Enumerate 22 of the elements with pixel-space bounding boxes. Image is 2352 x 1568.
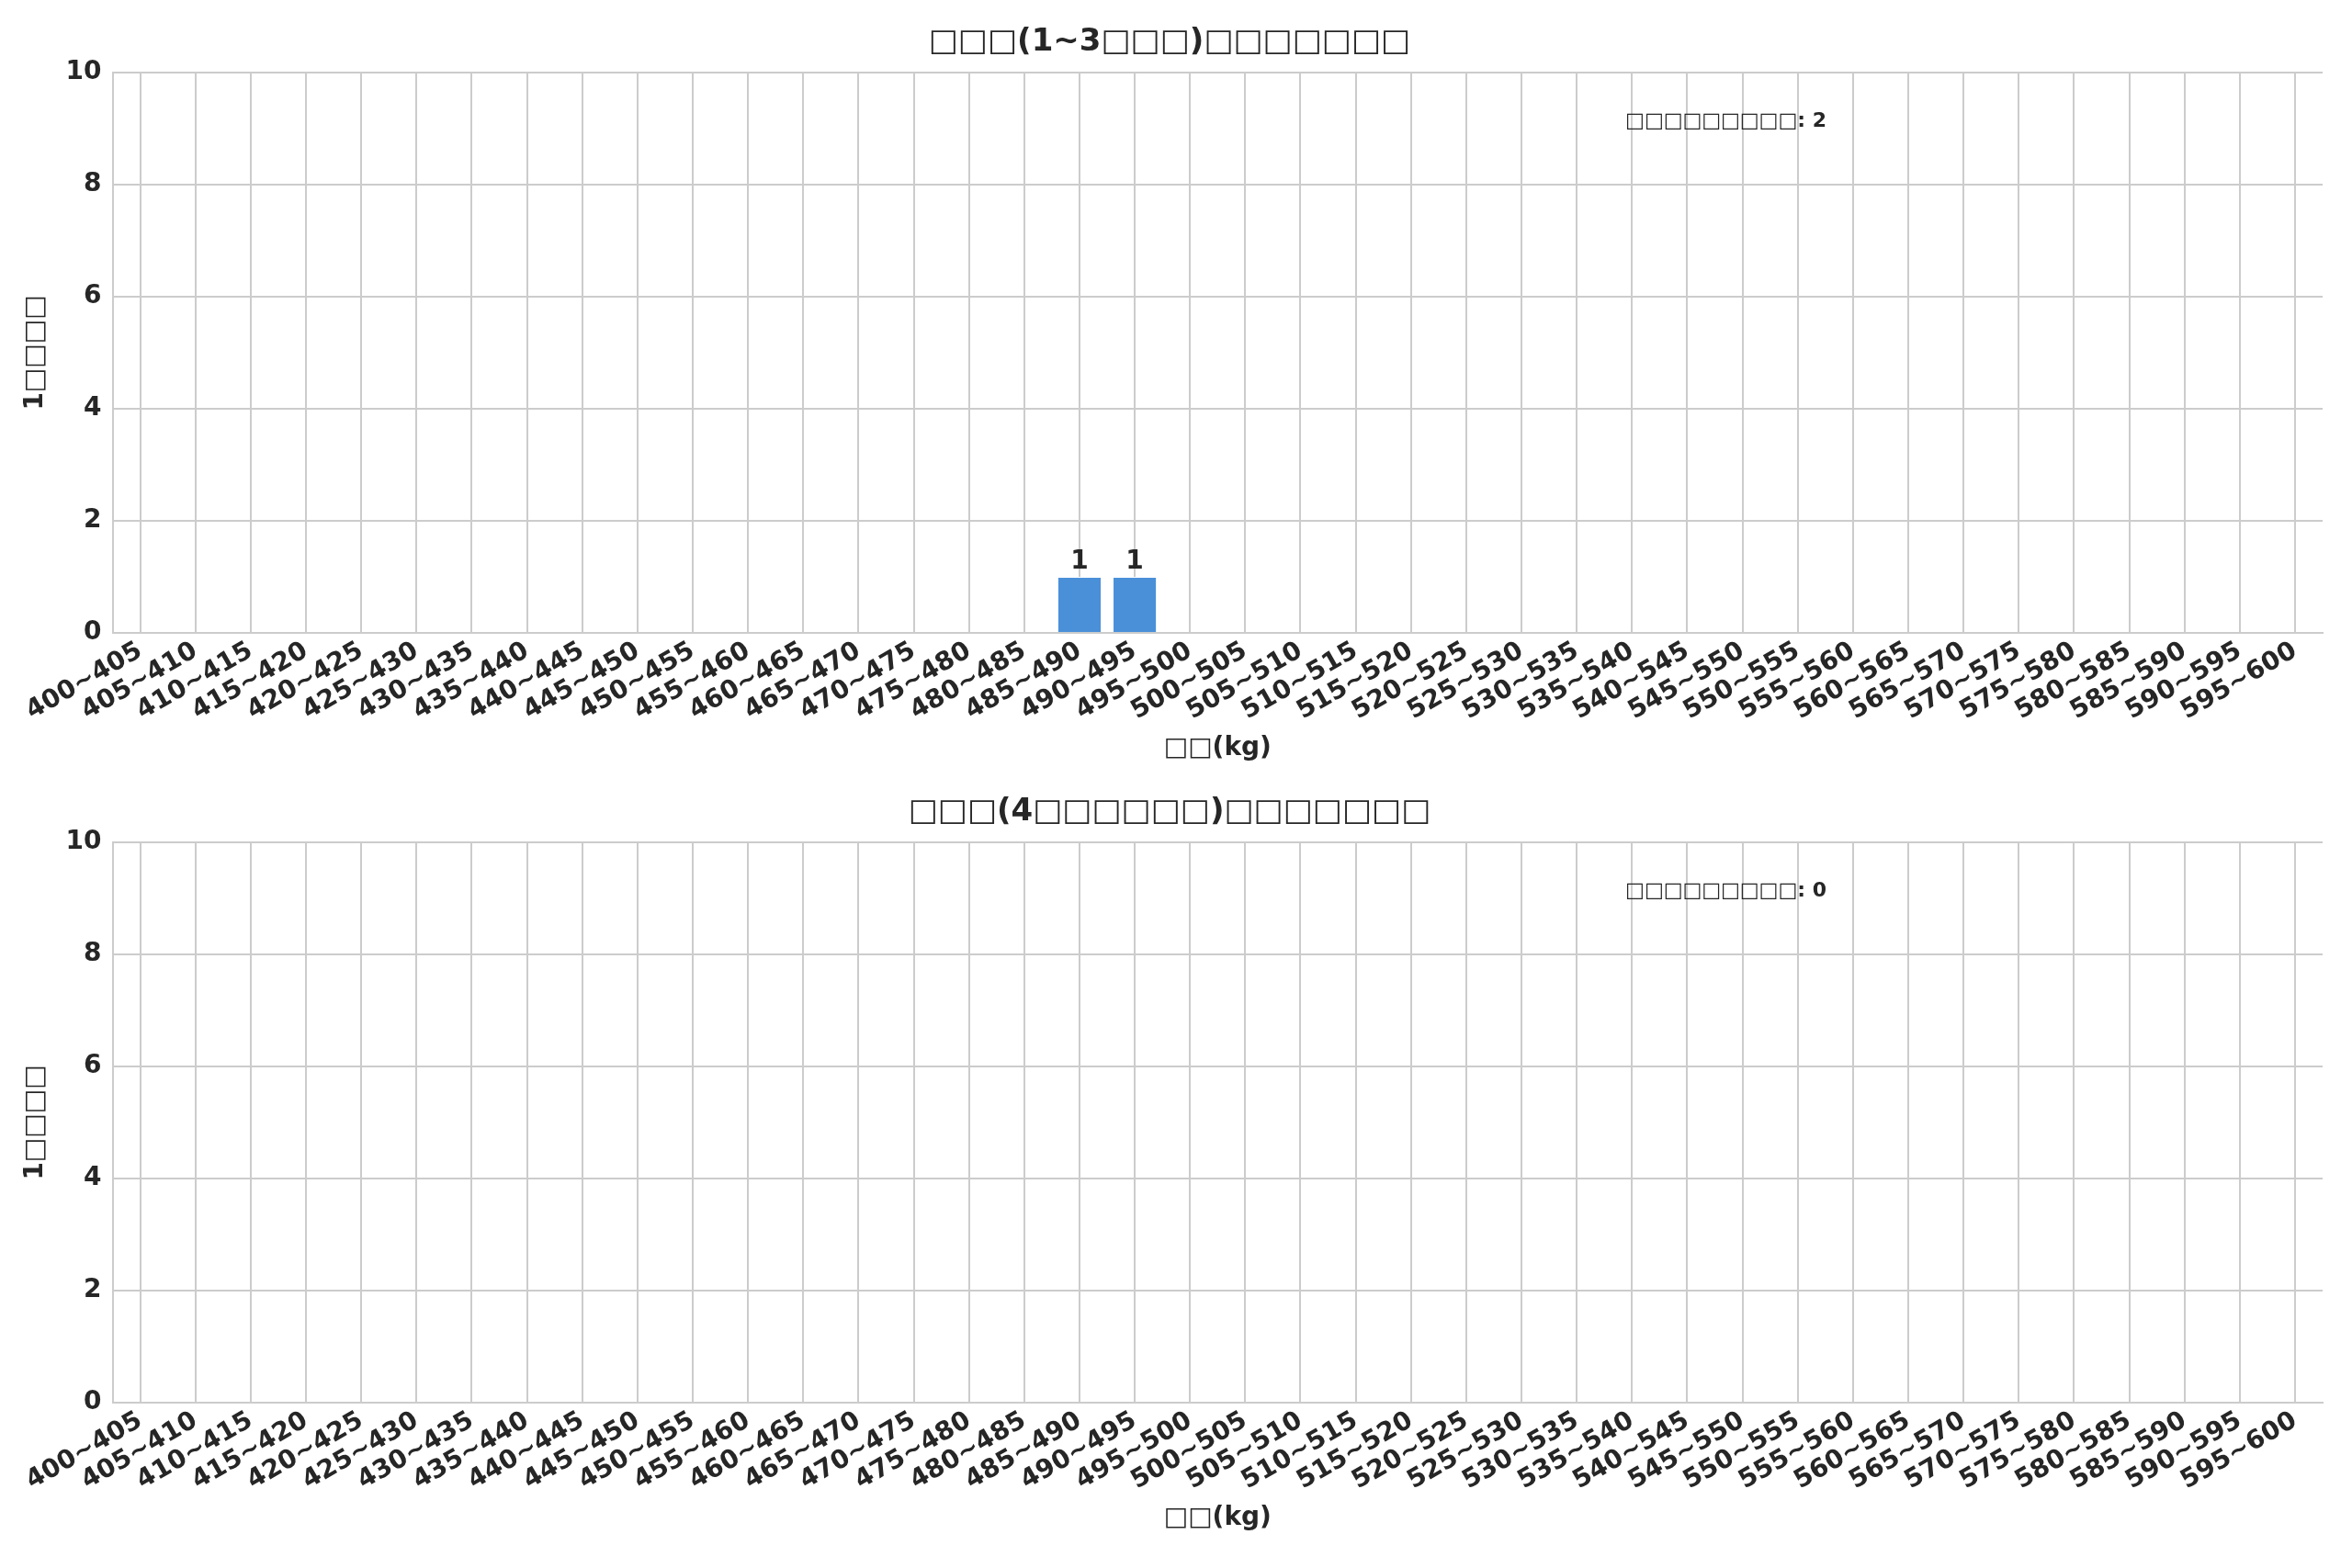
y-tick-label: 2	[84, 1273, 102, 1304]
annotation: □□□□□□□□□: 0	[1625, 877, 1826, 901]
y-tick-label: 4	[84, 391, 102, 423]
y-tick-label: 10	[65, 825, 102, 856]
y-tick-label: 8	[84, 937, 102, 968]
y-axis-title: 1□□□□	[18, 295, 50, 411]
chart-title: □□□(1~3□□□)□□□□□□□	[928, 21, 1411, 59]
y-tick-label: 4	[84, 1161, 102, 1192]
y-tick-label: 6	[84, 279, 102, 310]
y-tick-label: 6	[84, 1049, 102, 1080]
y-tick-label: 0	[84, 1385, 102, 1416]
chart-title: □□□(4□□□□□□)□□□□□□□	[908, 791, 1431, 829]
data-label: 1	[1125, 545, 1144, 576]
annotation: □□□□□□□□□: 2	[1625, 107, 1826, 131]
y-tick-label: 8	[84, 167, 102, 198]
x-axis-title: □□(kg)	[1163, 1501, 1272, 1532]
y-tick-label: 10	[65, 55, 102, 86]
y-axis-title: 1□□□□	[18, 1065, 50, 1180]
y-tick-label: 0	[84, 615, 102, 647]
y-tick-label: 2	[84, 503, 102, 535]
data-label: 1	[1070, 545, 1089, 576]
x-axis-title: □□(kg)	[1163, 731, 1272, 762]
